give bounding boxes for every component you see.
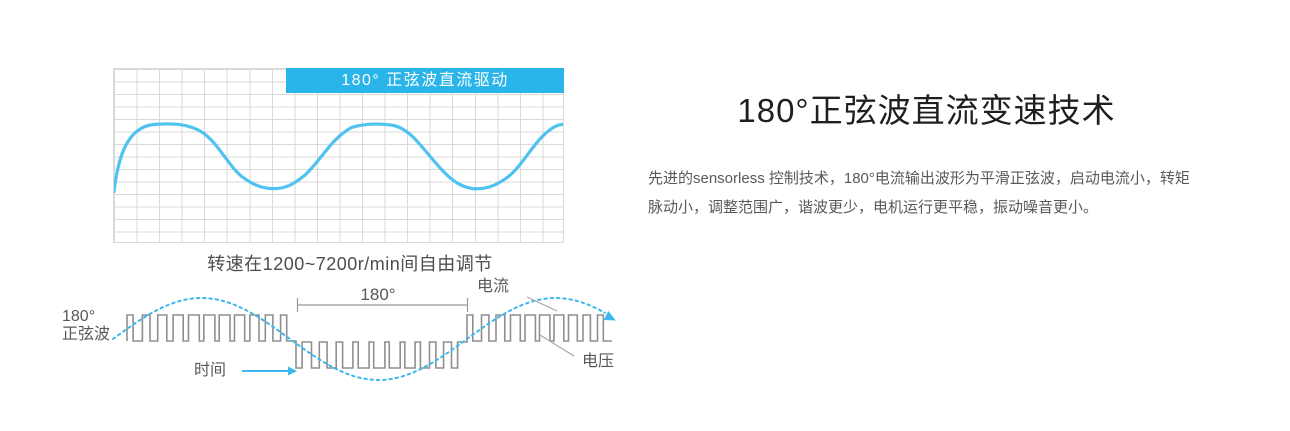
sine-wave-chart: 180° 正弦波直流驱动 bbox=[113, 68, 564, 243]
current-sine-path bbox=[112, 296, 606, 381]
sine-wave-label-line2: 正弦波 bbox=[62, 326, 111, 343]
section-title: 180°正弦波直流变速技术 bbox=[737, 92, 1116, 129]
time-label: 时间 bbox=[194, 362, 227, 379]
current-leader-line bbox=[526, 296, 558, 312]
sine-wave-label: 180° 正弦波 bbox=[62, 308, 110, 344]
sine-wave-label-line1: 180° bbox=[62, 308, 96, 325]
sine-wave-path bbox=[114, 122, 563, 194]
chart-title-banner: 180° 正弦波直流驱动 bbox=[286, 68, 564, 93]
voltage-leader-line bbox=[539, 334, 575, 357]
pwm-diagram-svg bbox=[112, 296, 616, 381]
pwm-voltage-path bbox=[126, 314, 612, 369]
span-180-label: 180° bbox=[360, 285, 396, 304]
section-description: 先进的sensorless 控制技术，180°电流输出波形为平滑正弦波，启动电流… bbox=[648, 170, 1190, 216]
chart-banner-label: 180° 正弦波直流驱动 bbox=[341, 72, 509, 89]
current-sine-arrowhead bbox=[603, 311, 616, 321]
voltage-label: 电压 bbox=[582, 353, 615, 370]
current-label: 电流 bbox=[477, 278, 510, 295]
chart-caption: 转速在1200~7200r/min间自由调节 bbox=[207, 254, 493, 274]
dimension-bracket bbox=[296, 298, 469, 312]
time-arrow-head bbox=[288, 366, 297, 376]
sine-wave-svg bbox=[114, 122, 563, 194]
